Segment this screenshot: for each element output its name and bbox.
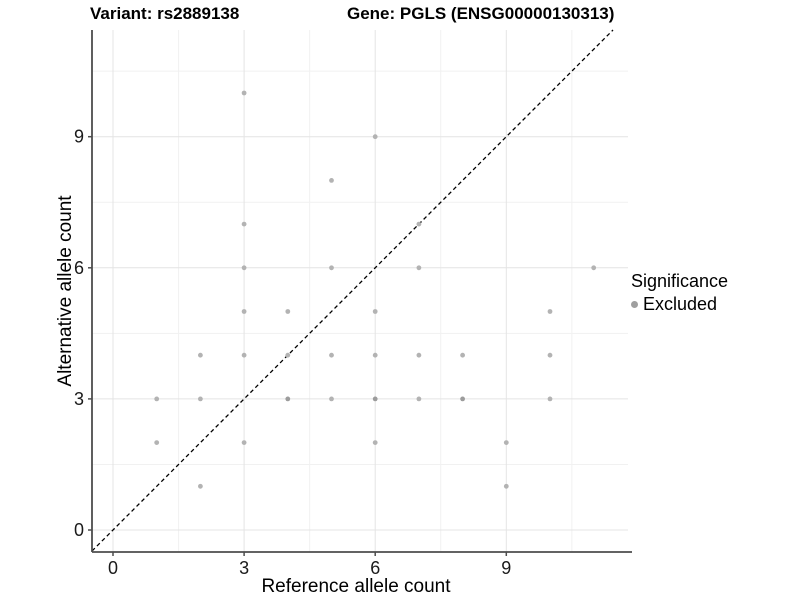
data-point bbox=[241, 265, 247, 271]
data-point bbox=[329, 396, 334, 402]
data-point bbox=[241, 90, 247, 96]
data-point bbox=[372, 352, 378, 358]
data-point bbox=[154, 396, 160, 402]
legend: Significance Excluded bbox=[631, 271, 728, 315]
y-tick-label: 9 bbox=[74, 127, 84, 147]
x-axis-title: Reference allele count bbox=[261, 576, 451, 597]
plot-title-gene: Gene: PGLS (ENSG00000130313) bbox=[347, 4, 615, 23]
data-point bbox=[372, 134, 378, 140]
data-point bbox=[547, 396, 553, 402]
data-point bbox=[372, 440, 378, 445]
x-tick-label: 9 bbox=[501, 558, 511, 578]
data-point bbox=[329, 178, 334, 183]
data-point bbox=[416, 265, 422, 271]
data-point bbox=[198, 483, 203, 489]
data-point bbox=[241, 440, 247, 445]
identity-dashed-line bbox=[91, 29, 614, 552]
data-point bbox=[460, 396, 465, 402]
data-point bbox=[329, 352, 334, 358]
data-point bbox=[285, 309, 291, 314]
data-point bbox=[547, 309, 553, 314]
y-tick-label: 3 bbox=[74, 389, 84, 409]
data-point bbox=[285, 396, 291, 402]
data-point bbox=[416, 396, 422, 402]
legend-title: Significance bbox=[631, 271, 729, 291]
y-tick-label: 0 bbox=[74, 520, 84, 540]
data-point bbox=[285, 352, 291, 358]
data-point bbox=[154, 440, 160, 445]
data-point bbox=[591, 265, 597, 271]
data-point bbox=[372, 396, 378, 402]
data-point bbox=[503, 483, 509, 489]
data-point bbox=[198, 352, 203, 358]
plot-title-variant: Variant: rs2889138 bbox=[90, 4, 240, 23]
x-tick-label: 3 bbox=[239, 558, 249, 578]
y-tick-label: 6 bbox=[74, 258, 84, 278]
legend-item-label: Excluded bbox=[643, 294, 718, 314]
x-tick-label: 6 bbox=[370, 558, 380, 578]
data-point bbox=[329, 265, 334, 271]
x-tick-label: 0 bbox=[108, 558, 118, 578]
data-point bbox=[416, 352, 422, 358]
data-point bbox=[416, 221, 422, 227]
data-point bbox=[547, 352, 553, 358]
data-point bbox=[241, 352, 247, 358]
legend-item-excluded: Excluded bbox=[631, 294, 728, 315]
data-point bbox=[241, 221, 247, 227]
data-point bbox=[198, 396, 203, 402]
data-point bbox=[460, 352, 465, 358]
y-axis-title: Alternative allele count bbox=[55, 195, 76, 387]
excluded-point-icon bbox=[631, 301, 638, 308]
data-point bbox=[503, 440, 509, 445]
data-point bbox=[372, 309, 378, 314]
data-point bbox=[241, 309, 247, 314]
